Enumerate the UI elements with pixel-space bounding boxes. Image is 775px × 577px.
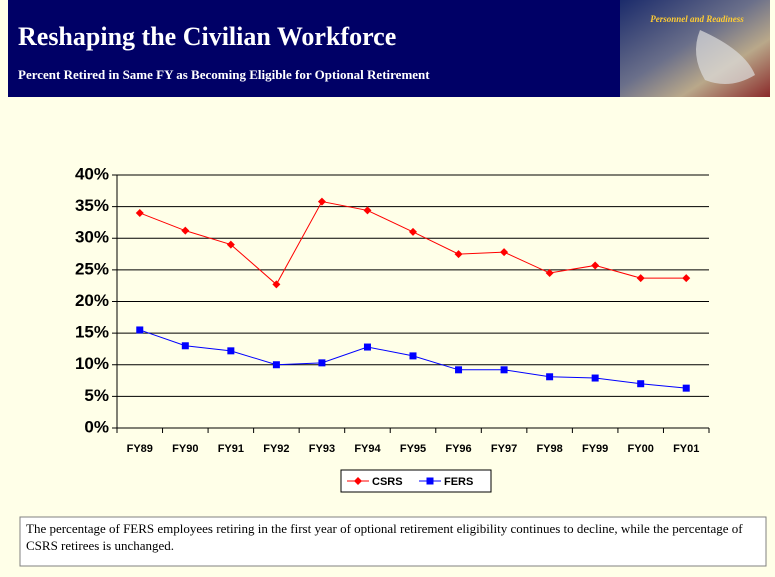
y-tick-label: 35% bbox=[75, 196, 109, 215]
x-tick-label: FY90 bbox=[172, 443, 198, 455]
y-tick-label: 40% bbox=[75, 164, 109, 183]
marker bbox=[364, 344, 371, 351]
y-tick-label: 0% bbox=[84, 417, 109, 436]
x-tick-label: FY01 bbox=[673, 443, 699, 455]
slide-subtitle: Percent Retired in Same FY as Becoming E… bbox=[18, 67, 430, 82]
marker bbox=[410, 352, 417, 359]
legend-label: FERS bbox=[444, 476, 473, 488]
x-tick-label: FY99 bbox=[582, 443, 608, 455]
marker bbox=[637, 380, 644, 387]
y-tick-label: 15% bbox=[75, 323, 109, 342]
marker bbox=[182, 342, 189, 349]
marker bbox=[546, 373, 553, 380]
x-tick-label: FY95 bbox=[400, 443, 426, 455]
note: The percentage of FERS employees retirin… bbox=[26, 520, 762, 554]
y-tick-label: 20% bbox=[75, 291, 109, 310]
marker bbox=[592, 375, 599, 382]
slide: Personnel and Readiness Reshaping the Ci… bbox=[0, 0, 775, 577]
marker bbox=[136, 326, 143, 333]
marker bbox=[318, 359, 325, 366]
x-tick-label: FY93 bbox=[309, 443, 335, 455]
marker bbox=[683, 385, 690, 392]
y-tick-label: 30% bbox=[75, 228, 109, 247]
y-tick-label: 10% bbox=[75, 354, 109, 373]
slide-title: Reshaping the Civilian Workforce bbox=[18, 22, 396, 51]
logo-text: Personnel and Readiness bbox=[650, 14, 744, 24]
logo: Personnel and Readiness bbox=[620, 0, 770, 97]
x-tick-label: FY89 bbox=[127, 443, 153, 455]
x-tick-label: FY98 bbox=[536, 443, 562, 455]
note-container: The percentage of FERS employees retirin… bbox=[26, 520, 762, 566]
marker bbox=[227, 347, 234, 354]
legend-label: CSRS bbox=[372, 476, 403, 488]
x-tick-label: FY97 bbox=[491, 443, 517, 455]
marker bbox=[273, 361, 280, 368]
marker bbox=[501, 366, 508, 373]
x-tick-label: FY92 bbox=[263, 443, 289, 455]
y-tick-label: 5% bbox=[84, 386, 109, 405]
x-tick-label: FY00 bbox=[628, 443, 654, 455]
marker bbox=[427, 478, 434, 485]
marker bbox=[455, 366, 462, 373]
x-tick-label: FY94 bbox=[354, 443, 381, 455]
x-tick-label: FY91 bbox=[218, 443, 244, 455]
x-tick-label: FY96 bbox=[445, 443, 471, 455]
y-tick-label: 25% bbox=[75, 259, 109, 278]
